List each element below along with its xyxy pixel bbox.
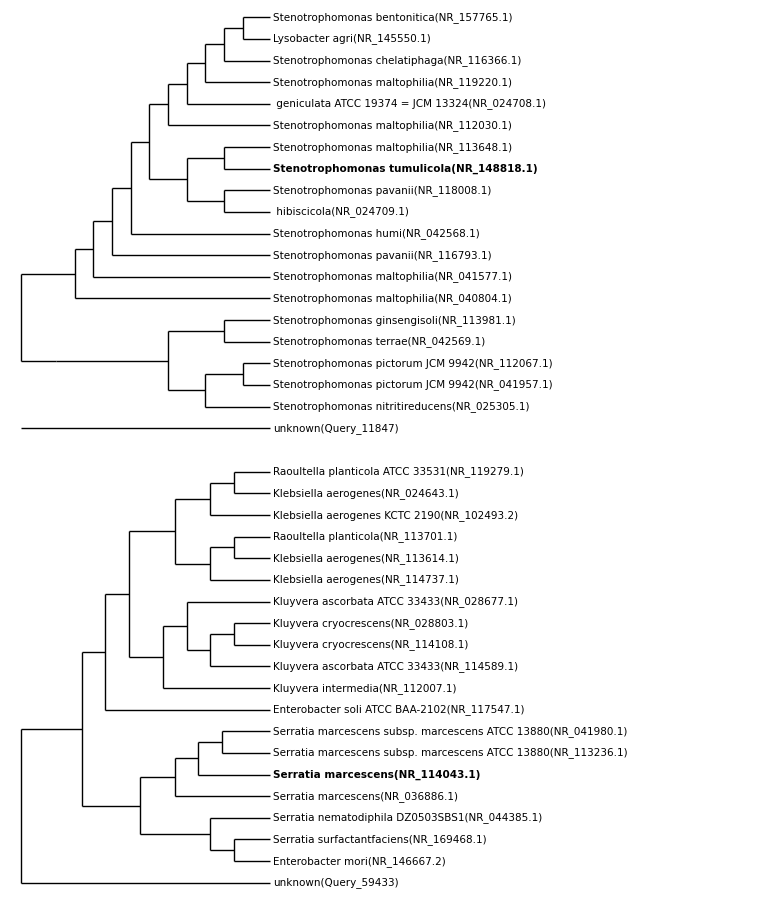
Text: Stenotrophomonas nitritireducens(NR_025305.1): Stenotrophomonas nitritireducens(NR_0253…	[273, 401, 530, 412]
Text: Raoultella planticola(NR_113701.1): Raoultella planticola(NR_113701.1)	[273, 531, 457, 542]
Text: Stenotrophomonas ginsengisoli(NR_113981.1): Stenotrophomonas ginsengisoli(NR_113981.…	[273, 315, 516, 326]
Text: Serratia surfactantfaciens(NR_169468.1): Serratia surfactantfaciens(NR_169468.1)	[273, 834, 487, 845]
Text: Kluyvera cryocrescens(NR_028803.1): Kluyvera cryocrescens(NR_028803.1)	[273, 617, 468, 628]
Text: Serratia marcescens subsp. marcescens ATCC 13880(NR_113236.1): Serratia marcescens subsp. marcescens AT…	[273, 748, 628, 759]
Text: Stenotrophomonas pictorum JCM 9942(NR_112067.1): Stenotrophomonas pictorum JCM 9942(NR_11…	[273, 358, 552, 369]
Text: Raoultella planticola ATCC 33531(NR_119279.1): Raoultella planticola ATCC 33531(NR_1192…	[273, 466, 524, 477]
Text: Stenotrophomonas bentonitica(NR_157765.1): Stenotrophomonas bentonitica(NR_157765.1…	[273, 12, 512, 22]
Text: Stenotrophomonas maltophilia(NR_041577.1): Stenotrophomonas maltophilia(NR_041577.1…	[273, 272, 512, 283]
Text: Kluyvera intermedia(NR_112007.1): Kluyvera intermedia(NR_112007.1)	[273, 682, 456, 694]
Text: Klebsiella aerogenes(NR_113614.1): Klebsiella aerogenes(NR_113614.1)	[273, 553, 459, 563]
Text: Kluyvera ascorbata ATCC 33433(NR_114589.1): Kluyvera ascorbata ATCC 33433(NR_114589.…	[273, 661, 518, 672]
Text: Enterobacter mori(NR_146667.2): Enterobacter mori(NR_146667.2)	[273, 856, 445, 867]
Text: Stenotrophomonas pictorum JCM 9942(NR_041957.1): Stenotrophomonas pictorum JCM 9942(NR_04…	[273, 380, 552, 391]
Text: unknown(Query_59433): unknown(Query_59433)	[273, 878, 399, 888]
Text: Klebsiella aerogenes KCTC 2190(NR_102493.2): Klebsiella aerogenes KCTC 2190(NR_102493…	[273, 509, 518, 520]
Text: Stenotrophomonas chelatiphaga(NR_116366.1): Stenotrophomonas chelatiphaga(NR_116366.…	[273, 55, 521, 66]
Text: Enterobacter soli ATCC BAA-2102(NR_117547.1): Enterobacter soli ATCC BAA-2102(NR_11754…	[273, 704, 524, 716]
Text: Klebsiella aerogenes(NR_114737.1): Klebsiella aerogenes(NR_114737.1)	[273, 574, 459, 585]
Text: Kluyvera ascorbata ATCC 33433(NR_028677.1): Kluyvera ascorbata ATCC 33433(NR_028677.…	[273, 596, 518, 607]
Text: Stenotrophomonas tumulicola(NR_148818.1): Stenotrophomonas tumulicola(NR_148818.1)	[273, 164, 537, 174]
Text: Stenotrophomonas pavanii(NR_118008.1): Stenotrophomonas pavanii(NR_118008.1)	[273, 184, 491, 196]
Text: unknown(Query_11847): unknown(Query_11847)	[273, 423, 399, 434]
Text: Lysobacter agri(NR_145550.1): Lysobacter agri(NR_145550.1)	[273, 33, 431, 44]
Text: Klebsiella aerogenes(NR_024643.1): Klebsiella aerogenes(NR_024643.1)	[273, 488, 459, 499]
Text: Stenotrophomonas maltophilia(NR_113648.1): Stenotrophomonas maltophilia(NR_113648.1…	[273, 141, 512, 152]
Text: Stenotrophomonas pavanii(NR_116793.1): Stenotrophomonas pavanii(NR_116793.1)	[273, 249, 491, 261]
Text: Kluyvera cryocrescens(NR_114108.1): Kluyvera cryocrescens(NR_114108.1)	[273, 639, 468, 651]
Text: Stenotrophomonas maltophilia(NR_040804.1): Stenotrophomonas maltophilia(NR_040804.1…	[273, 293, 512, 304]
Text: geniculata ATCC 19374 = JCM 13324(NR_024708.1): geniculata ATCC 19374 = JCM 13324(NR_024…	[273, 98, 546, 109]
Text: Serratia nematodiphila DZ0503SBS1(NR_044385.1): Serratia nematodiphila DZ0503SBS1(NR_044…	[273, 813, 542, 824]
Text: Stenotrophomonas maltophilia(NR_112030.1): Stenotrophomonas maltophilia(NR_112030.1…	[273, 120, 512, 130]
Text: Serratia marcescens(NR_114043.1): Serratia marcescens(NR_114043.1)	[273, 770, 480, 779]
Text: Stenotrophomonas humi(NR_042568.1): Stenotrophomonas humi(NR_042568.1)	[273, 228, 480, 239]
Text: Stenotrophomonas terrae(NR_042569.1): Stenotrophomonas terrae(NR_042569.1)	[273, 337, 485, 347]
Text: Serratia marcescens(NR_036886.1): Serratia marcescens(NR_036886.1)	[273, 791, 458, 802]
Text: hibiscicola(NR_024709.1): hibiscicola(NR_024709.1)	[273, 206, 409, 218]
Text: Serratia marcescens subsp. marcescens ATCC 13880(NR_041980.1): Serratia marcescens subsp. marcescens AT…	[273, 726, 627, 737]
Text: Stenotrophomonas maltophilia(NR_119220.1): Stenotrophomonas maltophilia(NR_119220.1…	[273, 76, 512, 87]
